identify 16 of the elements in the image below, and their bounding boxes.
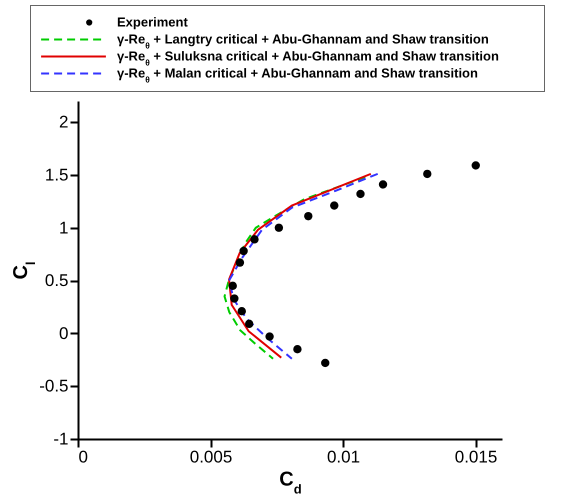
- y-tick-label: 2: [59, 112, 68, 132]
- y-tick-label: 0.5: [44, 271, 68, 290]
- legend-label: γ-Re$_{θ}$ + Suluksna critical + Abu-Ghannam and Shaw transition: [117, 48, 499, 68]
- x-tick-label: 0.015: [454, 448, 498, 466]
- legend-label: γ-Re$_{θ}$ + Langtry critical + Abu-Ghannam and Shaw transition: [117, 32, 489, 50]
- y-tick-label: 1: [59, 218, 68, 238]
- y-tick-label: -0.5: [39, 376, 68, 396]
- x-tick-label: 0.005: [190, 448, 232, 466]
- x-axis-title: C$_{d}$: [279, 468, 302, 496]
- x-tick-label: 0.01: [326, 448, 360, 466]
- legend-label: Experiment: [117, 14, 188, 30]
- y-tick-label: 1.5: [44, 165, 68, 184]
- y-tick-label: -1: [53, 430, 68, 448]
- legend-label: γ-Re$_{θ}$ + Malan critical + Abu-Ghannam and Shaw transition: [117, 66, 478, 84]
- y-tick-label: 0: [59, 324, 68, 343]
- x-tick-label: 0: [78, 448, 88, 466]
